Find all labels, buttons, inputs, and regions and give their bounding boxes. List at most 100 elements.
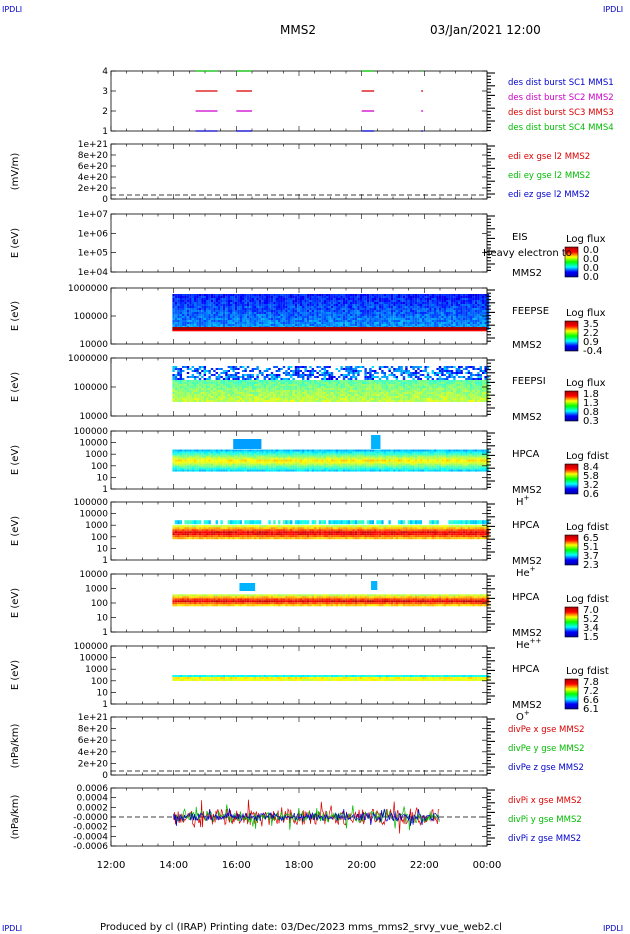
spectrogram-cell [465,320,468,322]
spectrogram-cell [290,386,293,388]
spectrogram-cell [246,390,250,392]
spectrogram-cell [388,324,391,326]
spectrogram-cell [194,304,197,306]
spectrogram-cell [191,390,195,392]
spectrogram-cell [198,390,202,392]
spectrogram-cell [191,324,195,326]
spectrogram-cell [203,370,207,372]
spectrogram-cell [333,396,336,398]
spectrogram-cell [316,390,319,392]
spectrogram-cell [311,370,315,372]
spectrogram-cell [177,374,180,376]
spectrogram-cell [218,396,221,398]
spectrogram-cell [299,390,303,392]
spectrogram-cell [177,382,180,384]
spectrogram-cell [270,374,274,376]
spectrogram-cell [472,324,475,326]
spectrogram-cell [448,300,451,302]
spectrogram-cell [282,384,286,386]
spectrogram-cell [266,300,269,302]
spectrogram-cell [237,398,240,400]
spectrogram-cell [270,302,274,304]
spectrogram-cell [302,390,305,392]
spectrogram-cell [249,380,252,382]
spectrogram-cell [383,308,387,310]
spectrogram-cell [467,386,471,388]
spectrogram-cell [189,463,192,466]
spectrogram-cell [417,392,420,394]
spectrogram-cell [263,384,267,386]
spectrogram-cell [438,316,442,318]
spectrogram-cell [208,384,211,386]
spectrogram-cell [287,312,291,314]
spectrogram-cell [297,398,300,400]
spectrogram-cell [299,392,303,394]
spectrogram-cell [364,312,367,314]
spectrogram-cell [318,308,322,310]
spectrogram-cell [438,310,442,312]
spectrogram-cell [309,382,312,384]
spectrogram-cell [208,298,211,300]
spectrogram-cell [383,324,387,326]
spectrogram-cell [302,376,305,378]
spectrogram-cell [179,374,183,376]
spectrogram-cell [294,398,298,400]
spectrogram-cell [412,306,415,308]
spectrogram-cell [333,318,336,320]
spectrogram-cell [402,396,406,398]
spectrogram-cell [251,312,255,314]
spectrogram-cell [309,310,312,312]
spectrogram-cell [362,396,365,398]
spectrogram-cell [198,467,202,470]
spectrogram-cell [412,382,415,384]
spectrogram-cell [484,400,487,402]
spectrogram-cell [186,459,190,462]
spectrogram-cell [407,372,411,374]
spectrogram-cell [273,308,276,310]
spectrogram-cell [393,320,396,322]
spectrogram-cell [273,386,276,388]
spectrogram-cell [297,384,300,386]
spectrogram-cell [455,400,459,402]
spectrogram-cell [321,316,324,318]
spectrogram-cell [184,451,187,454]
spectrogram-cell [242,298,245,300]
spectrogram-cell [263,296,267,298]
spectrogram-cell [477,310,480,312]
spectrogram-cell [426,300,430,302]
spectrogram-cell [201,318,204,320]
spectrogram-cell [417,322,420,324]
spectrogram-cell [422,300,425,302]
spectrogram-cell [448,374,451,376]
spectrogram-cell [323,302,327,304]
spectrogram-cell [172,451,175,454]
spectrogram-cell [186,294,190,296]
spectrogram-cell [381,312,384,314]
spectrogram-cell [479,314,483,316]
spectrogram-cell [474,300,478,302]
spectrogram-cell [196,376,199,378]
spectrogram-cell [316,318,319,320]
spectrogram-cell [196,312,199,314]
spectrogram-cell [386,384,389,386]
spectrogram-cell [186,366,190,368]
spectrogram-cell [443,368,447,370]
spectrogram-cell [244,314,247,316]
spectrogram-cell [275,310,279,312]
spectrogram-cell [376,380,379,382]
spectrogram-cell [182,394,185,396]
spectrogram-cell [242,314,245,316]
spectrogram-cell [366,324,370,326]
spectrogram-cell [362,308,365,310]
spectrogram-cell [174,449,178,452]
spectrogram-cell [472,320,475,322]
spectrogram-cell [484,296,487,298]
spectrogram-cell [378,384,382,386]
spectrogram-cell [177,463,180,466]
spectrogram-cell [282,294,286,296]
spectrogram-cell [438,320,442,322]
spectrogram-cell [369,298,372,300]
spectrogram-cell [203,308,207,310]
spectrogram-cell [294,308,298,310]
spectrogram-cell [270,308,274,310]
